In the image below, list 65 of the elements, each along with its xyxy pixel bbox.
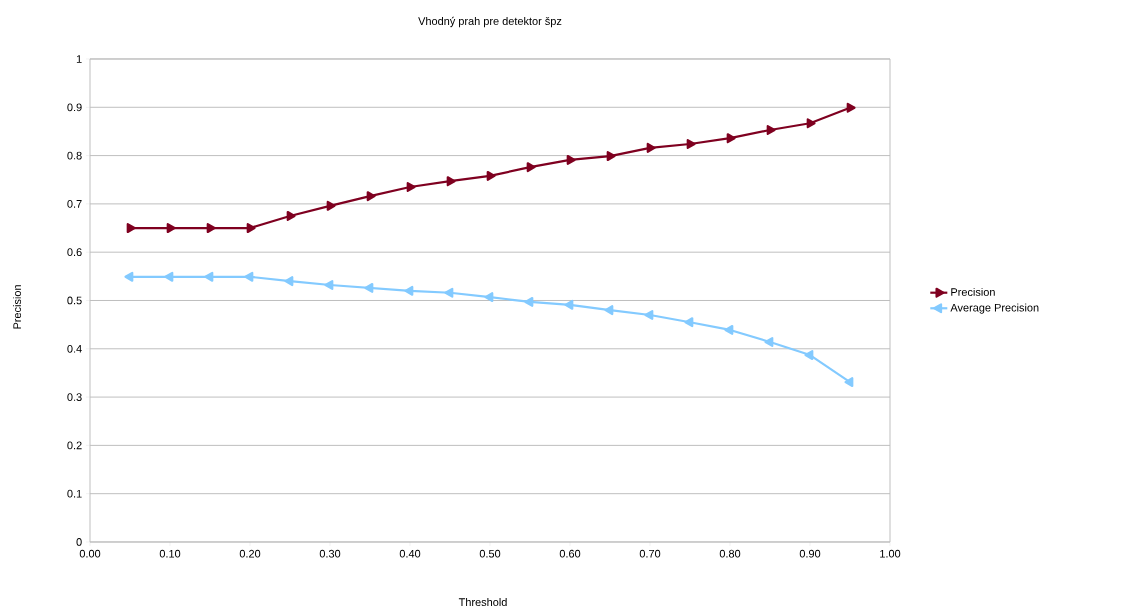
point [804, 350, 814, 361]
point [244, 271, 254, 282]
point [404, 285, 414, 296]
point [366, 191, 376, 202]
y-tick-label: 0.6 [67, 248, 82, 257]
point [324, 280, 334, 291]
x-axis-title: Threshold [458, 597, 507, 607]
point [766, 124, 776, 135]
y-tick-label: 0.5 [67, 296, 82, 305]
point [724, 324, 734, 335]
point [406, 181, 416, 192]
point [204, 271, 214, 282]
x-tick-label: 0.60 [559, 549, 581, 558]
legend-label: Average Precision [950, 303, 1039, 314]
y-tick-label: 0.8 [67, 151, 82, 160]
point [844, 377, 854, 388]
point [604, 305, 614, 316]
y-tick-label: 0 [76, 538, 82, 546]
point [124, 271, 134, 282]
y-tick-label: 0.3 [67, 393, 82, 401]
point [246, 223, 256, 234]
x-tick-label: 0.40 [399, 549, 421, 558]
x-tick-label: 1.00 [880, 549, 901, 558]
x-tick-label: 0.10 [159, 549, 181, 558]
point [606, 151, 616, 162]
point [364, 282, 374, 293]
point [446, 176, 456, 187]
point [686, 139, 696, 149]
point [326, 200, 336, 211]
point [764, 337, 774, 348]
y-tick-label: 0.7 [67, 200, 82, 208]
x-tick-label: 0.00 [79, 549, 101, 558]
point [566, 154, 576, 165]
point [286, 210, 296, 221]
point [524, 296, 534, 307]
point [206, 223, 216, 234]
point [484, 292, 494, 303]
point [646, 142, 656, 153]
y-tick-label: 1 [76, 55, 82, 63]
point [526, 162, 536, 173]
y-tick-label: 0.4 [67, 344, 82, 353]
point [166, 223, 176, 234]
y-axis-title: Precision [12, 285, 22, 329]
x-tick-label: 0.20 [239, 549, 261, 558]
point [806, 118, 816, 129]
x-tick-label: 0.80 [719, 549, 741, 558]
point [284, 276, 294, 287]
point [126, 223, 136, 234]
x-tick-label: 0.90 [799, 549, 821, 558]
point [164, 271, 174, 282]
legend-label: Precision [951, 287, 995, 296]
point [684, 317, 694, 328]
point [644, 309, 654, 320]
x-tick-label: 0.30 [319, 549, 341, 558]
point [444, 287, 454, 298]
y-tick-label: 0.1 [67, 489, 82, 498]
point [564, 299, 574, 310]
chart-title: Vhodný prah pre detektor špz [418, 16, 562, 28]
point [846, 102, 856, 113]
x-tick-label: 0.70 [639, 549, 661, 558]
x-tick-label: 0.50 [479, 549, 501, 558]
y-tick-label: 0.9 [67, 103, 82, 112]
y-tick-label: 0.2 [67, 441, 82, 450]
point [486, 170, 496, 181]
point [726, 133, 736, 144]
